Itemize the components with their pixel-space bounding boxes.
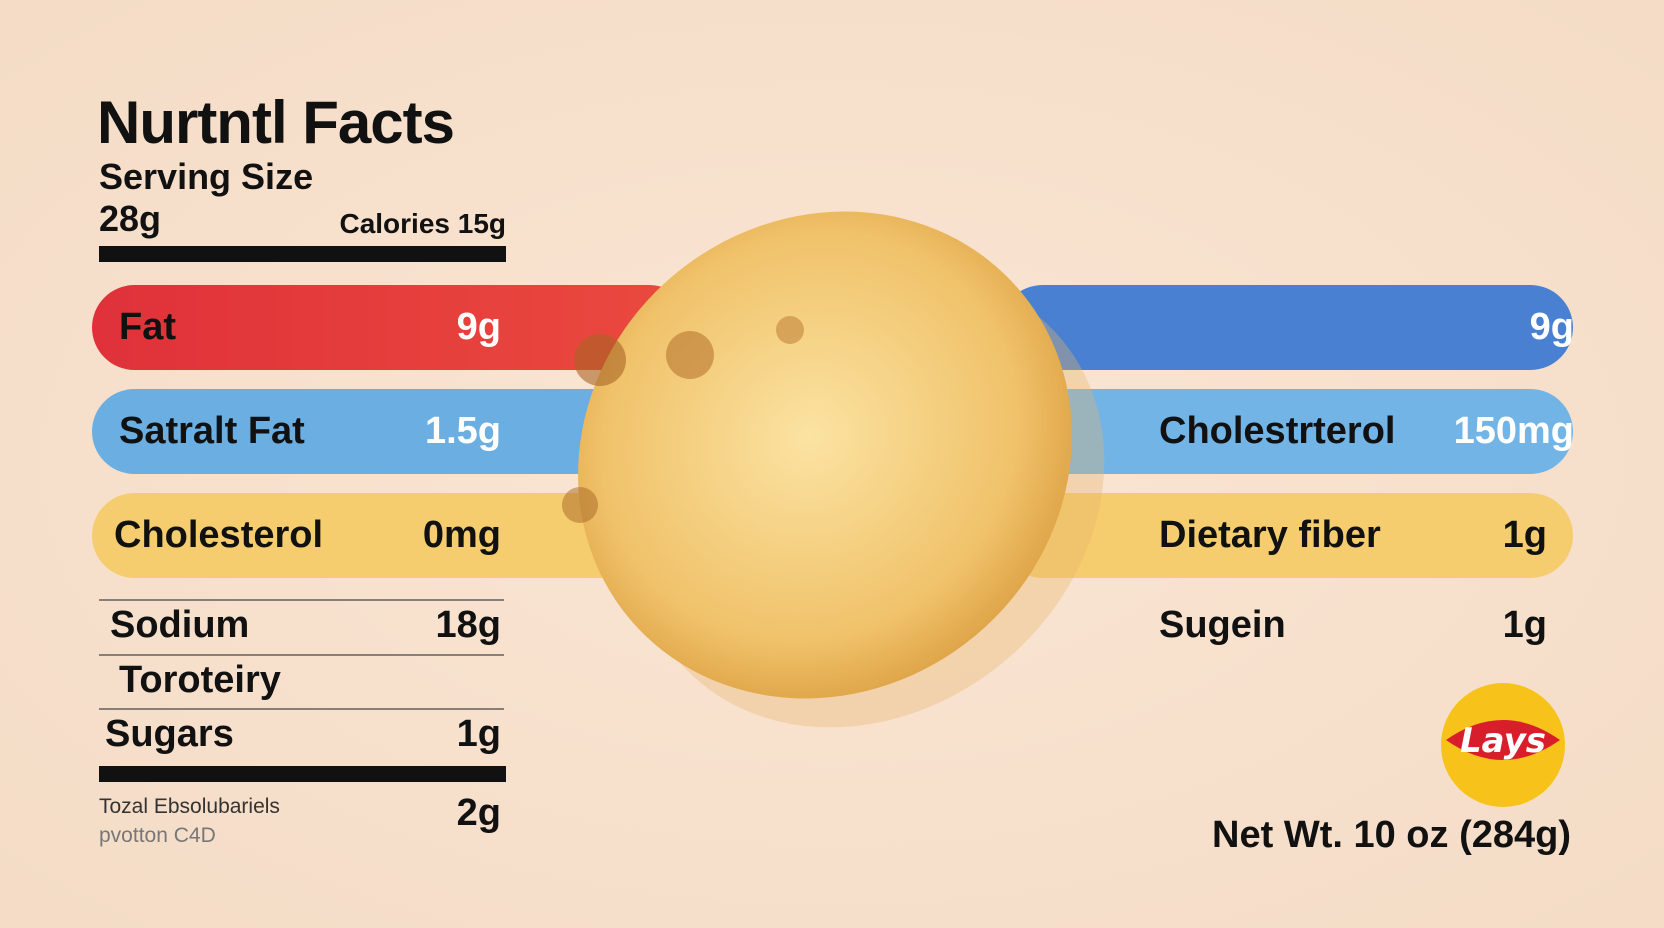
rule (99, 599, 504, 601)
title: Nurtntl Facts (97, 89, 455, 156)
footer-label: Tozal Ebsolubariels (99, 795, 280, 818)
row-label: Toroteiry (119, 659, 281, 701)
divider (99, 766, 506, 782)
row-value: 9g (1529, 306, 1574, 348)
row-value: 0mg (422, 514, 501, 556)
row-label: Cholesterol (114, 514, 324, 556)
logo: Lays (1441, 683, 1565, 807)
row-value: 1g (1502, 514, 1547, 556)
row-label: Dietary fiber (1159, 514, 1381, 556)
row-label: Satralt Fat (119, 410, 305, 452)
logo-text: Lays (1460, 721, 1546, 761)
right-bar (1000, 285, 1573, 370)
row-label: Sugein (1159, 604, 1286, 646)
serving-value: 28g (99, 198, 162, 239)
row-label: Fat (119, 306, 176, 348)
row-value: 150mg (1453, 410, 1574, 452)
footer-value: 2g (456, 792, 501, 834)
right-bar (1000, 389, 1573, 474)
serving-label: Serving Size (99, 156, 314, 197)
rule (99, 654, 504, 656)
net-weight: Net Wt. 10 oz (284g) (1212, 814, 1571, 856)
row-value: 1.5g (424, 410, 501, 452)
right-bar (1000, 493, 1573, 578)
chip (562, 211, 1105, 728)
row-label: Cholestrterol (1159, 410, 1396, 452)
row-label: Sugars (105, 713, 234, 755)
rule (99, 708, 504, 710)
row-label: Sodium (110, 604, 250, 646)
calories: Calories 15g (339, 208, 506, 239)
row-value: 9g (456, 306, 501, 348)
row-value: 1g (456, 713, 501, 755)
divider (99, 246, 506, 262)
row-value: 1g (1502, 604, 1547, 646)
footer-note: pvotton C4D (99, 824, 216, 847)
row-value: 18g (435, 604, 501, 646)
